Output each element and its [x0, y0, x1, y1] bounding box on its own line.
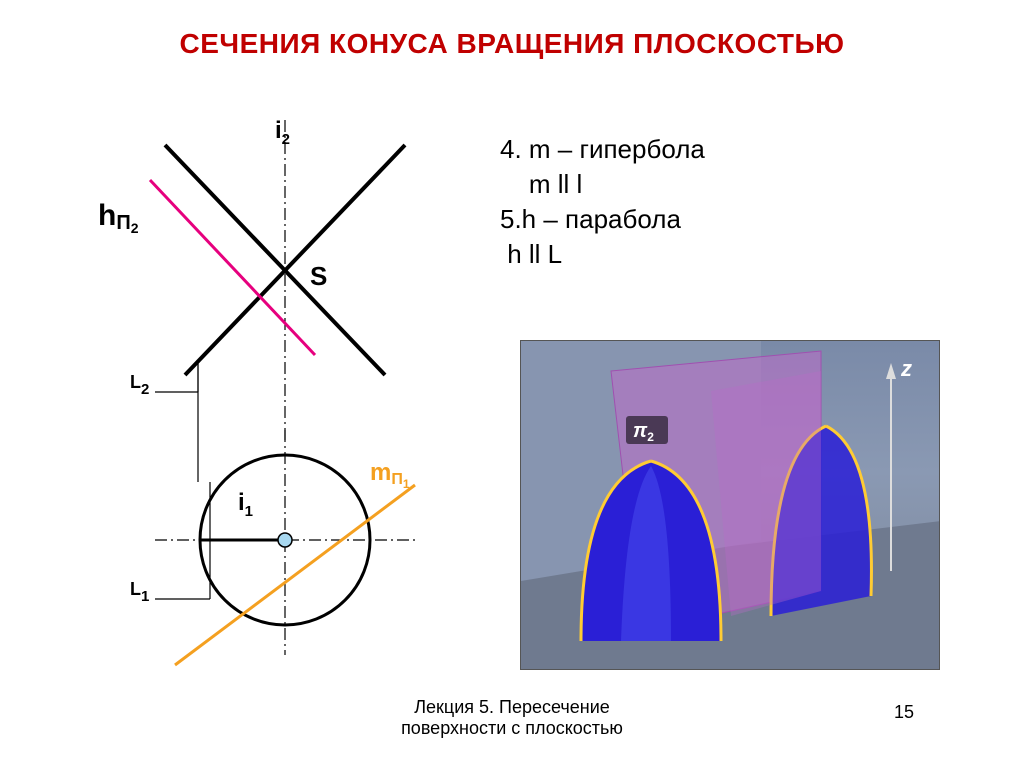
svg-text:i2: i2: [275, 117, 290, 148]
render-svg: zπ2: [521, 341, 940, 670]
text-block: 4. m – гипербола m ll l 5.h – парабола h…: [500, 130, 980, 274]
svg-text:S: S: [310, 261, 327, 291]
svg-text:i1: i1: [238, 489, 253, 520]
footer: Лекция 5. Пересечение поверхности с плос…: [0, 697, 1024, 739]
svg-text:hП2: hП2: [98, 199, 139, 236]
svg-text:z: z: [900, 356, 912, 381]
svg-text:L2: L2: [130, 372, 149, 398]
title-text: СЕЧЕНИЯ КОНУСА ВРАЩЕНИЯ ПЛОСКОСТЬЮ: [180, 28, 845, 59]
footer-line1: Лекция 5. Пересечение: [414, 697, 610, 717]
diagram-2d: i2 hП2 S L2 L1 i1 mП1: [80, 110, 460, 690]
slide-title: СЕЧЕНИЯ КОНУСА ВРАЩЕНИЯ ПЛОСКОСТЬЮ: [0, 0, 1024, 60]
render-3d: zπ2: [520, 340, 940, 670]
footer-line2: поверхности с плоскостью: [401, 718, 623, 738]
text-line-4: h ll L: [500, 239, 980, 270]
text-line-2: m ll l: [500, 169, 980, 200]
slide-number-text: 15: [894, 702, 914, 722]
svg-text:L1: L1: [130, 579, 149, 605]
text-line-1: 4. m – гипербола: [500, 134, 980, 165]
svg-text:mП1: mП1: [370, 459, 410, 491]
diagram-svg: i2 hП2 S L2 L1 i1 mП1: [80, 110, 460, 690]
slide-number: 15: [894, 702, 914, 723]
text-line-3: 5.h – парабола: [500, 204, 980, 235]
